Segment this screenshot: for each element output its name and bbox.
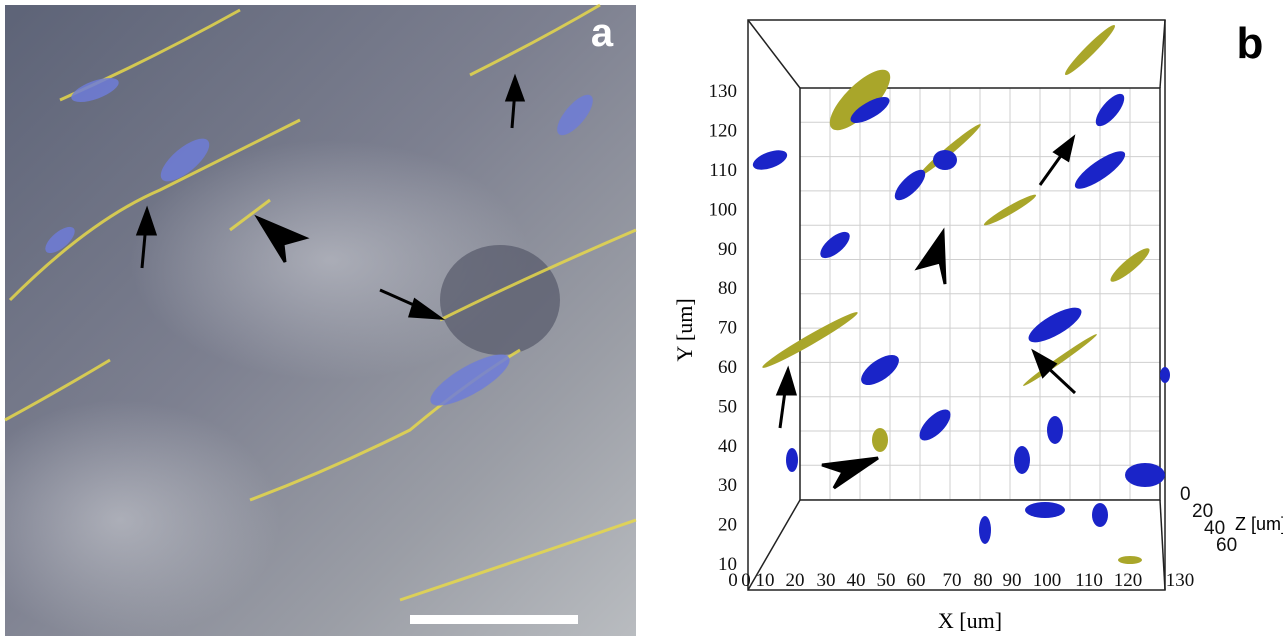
z-tick-label: 0 (1180, 484, 1191, 505)
x-axis-label: X [um] (938, 608, 1002, 633)
x-tick-label: 90 (1003, 570, 1022, 591)
x-tick-label: 120 (1114, 570, 1143, 591)
y-axis-label: Y [um] (672, 298, 697, 361)
panel-label: a (591, 11, 614, 55)
y-tick-label: 130 (709, 81, 738, 102)
arrows (775, 134, 1077, 490)
x-tick-label: 40 (847, 570, 866, 591)
x-tick-label: 50 (877, 570, 896, 591)
y-tick-label: 120 (709, 121, 738, 142)
x-tick-label: 0 (741, 570, 751, 591)
y-tick-label: 50 (718, 396, 737, 417)
x-tick-label: 60 (907, 570, 926, 591)
grid (799, 87, 1161, 501)
x-tick-label: 110 (1075, 570, 1103, 591)
nuclei (45, 77, 593, 406)
y-tick-label: 20 (718, 515, 737, 536)
x-tick-label: 80 (974, 570, 993, 591)
panel-a: a (0, 3, 637, 639)
x-tick-label: 0 (728, 570, 738, 591)
cell (440, 245, 560, 355)
y-tick-label: 80 (718, 278, 737, 299)
y-tick-label: 70 (718, 318, 737, 339)
scale-bar (410, 615, 578, 624)
arrows (135, 73, 526, 320)
box (747, 19, 1166, 591)
x-tick-label: 30 (817, 570, 836, 591)
z-axis-label: Z [um] (1235, 514, 1283, 534)
yellow-structures (762, 24, 1150, 564)
x-tick-label: 70 (943, 570, 962, 591)
z-tick-label: 60 (1216, 535, 1237, 556)
blue-structures (752, 93, 1170, 544)
x-tick-label: 20 (786, 570, 805, 591)
texture (0, 400, 280, 639)
y-tick-label: 100 (709, 199, 738, 220)
x-tick-label: 10 (756, 570, 775, 591)
y-tick-label: 40 (718, 436, 737, 457)
x-tick-label: 100 (1033, 570, 1062, 591)
z-tick-label: 20 (1192, 501, 1213, 522)
y-tick-label: 10 (718, 554, 737, 575)
z-tick-label: 40 (1204, 518, 1225, 539)
fibers (4, 3, 637, 602)
y-tick-label: 60 (718, 357, 737, 378)
y-tick-label: 110 (709, 160, 737, 181)
y-tick-label: 30 (718, 475, 737, 496)
panel-label: b (1237, 19, 1264, 68)
x-tick-label: 130 (1166, 570, 1195, 591)
texture (130, 140, 530, 380)
y-tick-label: 90 (718, 239, 737, 260)
